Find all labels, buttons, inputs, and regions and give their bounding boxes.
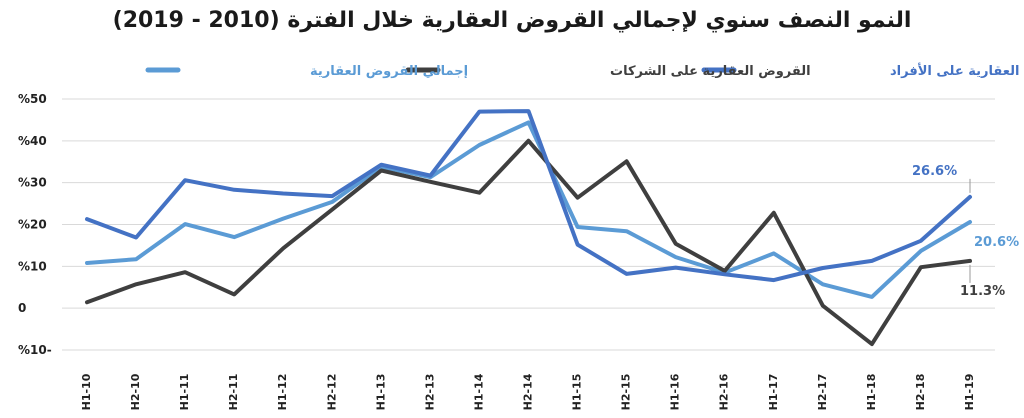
chart-title: النمو النصف سنوي لإجمالي القروض العقارية… (112, 8, 912, 33)
x-tick-label: H1-12 (276, 374, 289, 411)
data-label: 26.6% (912, 164, 957, 179)
y-tick-label: %40 (18, 134, 47, 148)
x-tick-label: H1-17 (767, 374, 780, 411)
data-label: 20.6% (974, 235, 1019, 250)
x-tick-label: H1-16 (669, 373, 682, 410)
y-tick-label: %10 (18, 259, 47, 273)
legend-entry: القروض العقارية على الشركات (610, 64, 811, 79)
y-tick-label: 0 (18, 301, 26, 315)
series-lines (85, 109, 972, 347)
x-tick-label: H2-15 (620, 374, 633, 411)
y-tick-label: %20 (18, 218, 47, 232)
x-tick-label: H2-14 (522, 373, 535, 410)
x-tick-label: H1-10 (80, 373, 93, 410)
x-tick-label: H1-14 (472, 373, 485, 410)
y-tick-label: %10- (18, 343, 52, 357)
data-label: 11.3% (960, 284, 1005, 299)
series-line-1 (85, 138, 972, 347)
x-tick-label: H2-10 (129, 373, 142, 410)
x-tick-label: H1-15 (571, 374, 584, 411)
x-tick-label: H2-18 (914, 374, 927, 411)
x-tick-label: H2-13 (423, 374, 436, 411)
series-line-0 (85, 120, 972, 299)
x-tick-label: H1-19 (963, 374, 976, 411)
y-tick-label: %50 (18, 92, 47, 106)
x-tick-label: H1-18 (865, 374, 878, 411)
x-tick-label: H2-16 (718, 373, 731, 410)
y-tick-label: %30 (18, 176, 47, 190)
x-tick-label: H2-11 (227, 374, 240, 411)
legend-entry: إجمالي القروض العقارية (310, 64, 468, 79)
x-tick-label: H2-12 (325, 374, 338, 411)
data-labels: 26.6% 20.6% 11.3% (912, 164, 1019, 299)
legend: القروض العقارية على الأفراد القروض العقار… (145, 62, 1024, 79)
axis-ticks: %10- 0 %10 %20 %30 %40 %50 H1-10 H2-10 H1-11 H2-11… (18, 92, 976, 410)
legend-entry: القروض العقارية على الأفراد (890, 62, 1024, 79)
grid-lines (62, 98, 995, 351)
x-tick-label: H2-17 (816, 374, 829, 411)
series-line-2 (85, 109, 972, 283)
x-tick-label: H1-13 (374, 374, 387, 411)
x-tick-label: H1-11 (178, 374, 191, 411)
